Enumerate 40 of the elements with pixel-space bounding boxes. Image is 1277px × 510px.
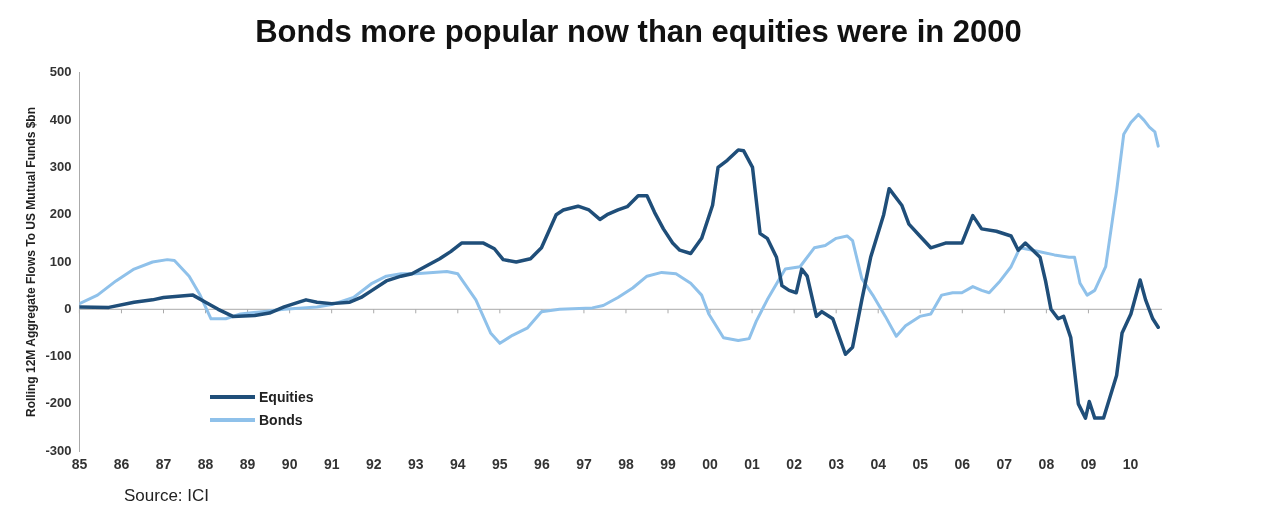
y-tick-label: -200: [45, 395, 72, 411]
x-tick-label: 09: [1080, 456, 1097, 473]
x-tick-label: 03: [828, 456, 845, 473]
x-tick-label: 97: [576, 456, 592, 473]
x-tick-label: 98: [618, 456, 634, 473]
y-tick-label: 0: [64, 300, 72, 316]
x-tick-label: 94: [450, 456, 466, 473]
x-tick-label: 92: [365, 456, 382, 473]
x-tick-label: 93: [407, 456, 424, 473]
x-tick-label: 08: [1038, 456, 1055, 473]
x-tick-label: 95: [492, 456, 508, 473]
y-tick-label: -300: [45, 442, 72, 458]
x-tick-label: 91: [323, 456, 340, 473]
x-tick-label: 07: [996, 456, 1013, 473]
x-tick-label: 88: [197, 456, 214, 473]
x-tick-label: 87: [155, 456, 172, 473]
legend-label: Bonds: [259, 411, 303, 428]
y-axis-title: Rolling 12M Aggregate Flows To US Mutual Funds $bn: [23, 106, 38, 418]
x-tick-label: 96: [534, 456, 550, 473]
y-tick-label: 100: [49, 253, 72, 269]
y-tick-label: 400: [49, 111, 72, 127]
legend-label: Equities: [259, 388, 314, 405]
y-tick-label: 200: [49, 206, 72, 222]
x-tick-label: 05: [912, 456, 929, 473]
x-tick-label: 02: [786, 456, 803, 473]
x-tick-label: 99: [660, 456, 676, 473]
chart-title: Bonds more popular now than equities were in 2000: [254, 14, 1023, 50]
x-tick-label: 85: [71, 456, 88, 473]
source-note: Source: ICI: [124, 486, 210, 506]
y-tick-label: -100: [45, 348, 72, 364]
x-tick-label: 89: [239, 456, 256, 473]
x-tick-label: 10: [1122, 456, 1139, 473]
x-tick-label: 00: [702, 456, 719, 473]
x-tick-label: 04: [870, 456, 887, 473]
y-tick-label: 500: [49, 64, 72, 80]
y-tick-label: 300: [49, 158, 72, 174]
x-tick-label: 06: [954, 456, 971, 473]
x-tick-label: 90: [281, 456, 298, 473]
x-tick-label: 86: [113, 456, 130, 473]
x-tick-label: 01: [744, 456, 761, 473]
